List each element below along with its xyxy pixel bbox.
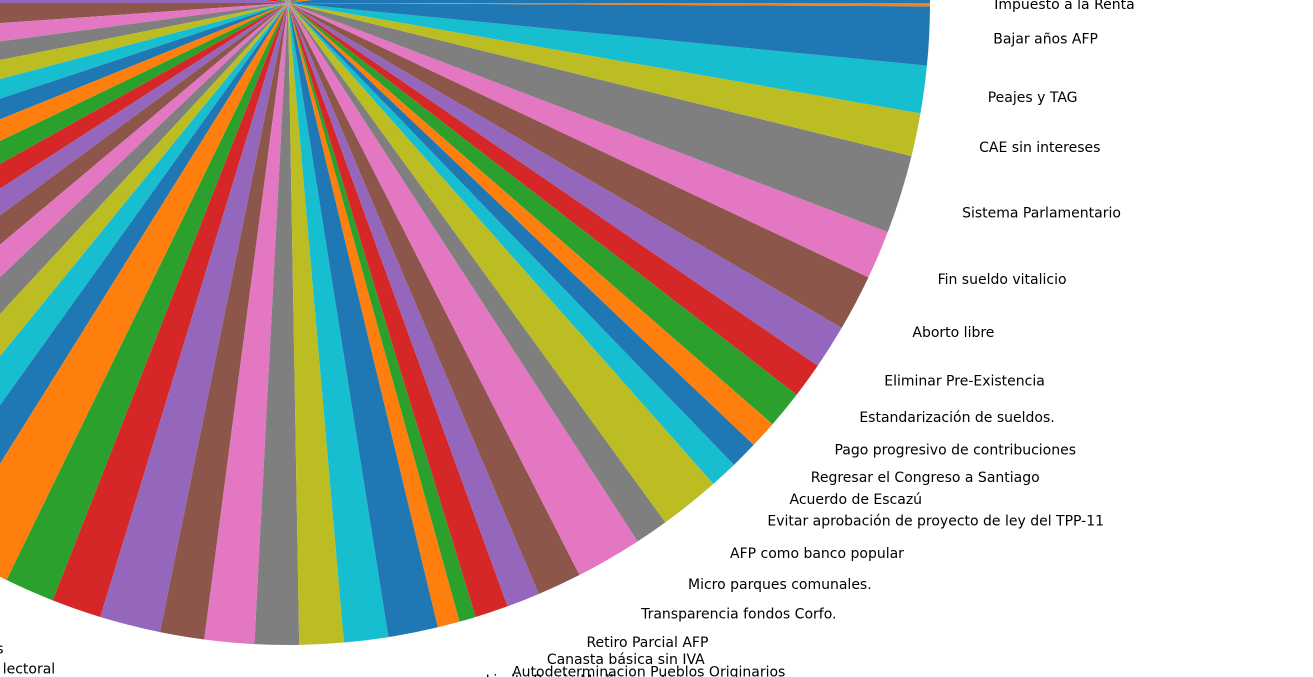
slice-label: AFP como banco popular (730, 546, 904, 562)
pie-slice (254, 3, 300, 645)
pie-slice (0, 3, 288, 80)
slice-label: CAE sin intereses (979, 140, 1100, 156)
pie-slice (288, 3, 344, 645)
pie-slice (52, 3, 289, 617)
pie-slice (288, 0, 292, 3)
pie-slice (288, 3, 666, 542)
pie-slice (0, 3, 288, 245)
pie-slice (288, 3, 638, 576)
pie-slice (287, 0, 288, 3)
pie-slice (288, 3, 476, 622)
pie-slice (288, 3, 797, 425)
slice-label: s (0, 641, 4, 657)
pie-slice (0, 3, 288, 357)
pie-slice (0, 3, 288, 42)
slice-label: Fin sueldo vitalicio (938, 272, 1067, 288)
pie-slice (288, 3, 754, 465)
pie-slice (288, 0, 291, 3)
pie-slice (6, 3, 288, 601)
slice-label: Peajes y TAG (988, 90, 1078, 106)
pie-slice (0, 3, 288, 61)
slice-label: Limite Precio Medicamentos (486, 673, 683, 677)
slice-label: Bajar años AFP (993, 31, 1098, 47)
slice-label: Pago progresivo de contribuciones (834, 442, 1076, 458)
slice-label: Acuerdo de Escazú (790, 492, 923, 508)
pie-slice (288, 3, 818, 395)
pie-slice (288, 3, 930, 66)
slice-label: Transparencia fondos Corfo. (640, 607, 836, 623)
slice-label: Autodeterminacion Pueblos Originarios (512, 665, 785, 677)
pie-slice (160, 3, 288, 640)
slice-label: Canasta básica sin IVA (547, 652, 705, 668)
pie-slice (288, 3, 460, 628)
slice-label: lectoral (3, 662, 55, 677)
pie-slice (288, 3, 773, 445)
pie-slice (288, 3, 508, 617)
pie-slice (288, 3, 389, 643)
slice-label: Sistema Parlamentario (962, 206, 1121, 222)
pie-slice (288, 0, 930, 3)
pie-slice (288, 0, 293, 3)
pie-slice (288, 0, 290, 3)
pie-slice (288, 3, 438, 638)
pie-slice (0, 3, 288, 581)
pie-slice (288, 3, 927, 114)
pie-slice (287, 0, 288, 3)
slice-label: Micro parques comunales. (688, 577, 872, 593)
pie-slice (288, 3, 888, 278)
pie-slice (0, 0, 288, 3)
pie-slice (288, 3, 912, 233)
pie-slice (288, 0, 300, 3)
slice-label: Eliminar Pre-Existencia (884, 373, 1045, 389)
slice-label: Aborto libre (912, 325, 994, 341)
pie-slice (288, 3, 580, 594)
pie-slice (276, 0, 288, 3)
pie-slice (288, 0, 289, 3)
pie-slice (288, 0, 289, 3)
pie-slice (288, 0, 290, 3)
pie-slice (285, 0, 288, 3)
pie-slice (288, 3, 734, 484)
slice-label: Estandarización de sueldos. (859, 410, 1054, 426)
pie-slice (288, 3, 921, 157)
pie-slice (288, 3, 539, 607)
slice-label: Impuesto a la Renta (994, 0, 1135, 13)
pie-slice (288, 0, 294, 3)
pie-slice (100, 3, 288, 633)
pie-slice (287, 0, 289, 3)
pie-slice (288, 3, 930, 7)
pie-slice (288, 0, 312, 3)
slice-label: Evitar aprobación de proyecto de ley del… (767, 514, 1104, 530)
slice-label: Retiro Parcial AFP (586, 635, 708, 651)
pie-slice (288, 3, 842, 366)
pie-slice (0, 3, 288, 24)
slice-label: Regresar el Congreso a Santiago (811, 470, 1040, 486)
pie-slice (204, 3, 288, 645)
pie-slice (288, 3, 714, 523)
pie-slice (288, 3, 869, 328)
pie-slice (0, 3, 288, 120)
